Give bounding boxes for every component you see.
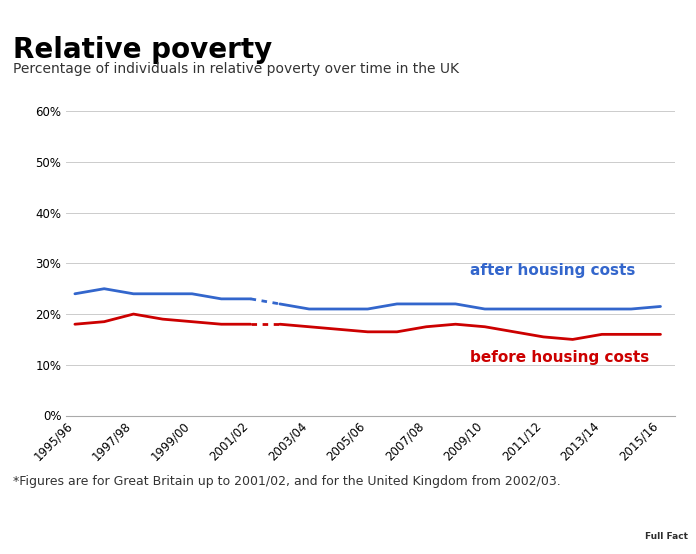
Text: Full Fact: Full Fact — [645, 532, 688, 541]
Text: Source:: Source: — [13, 516, 70, 529]
Polygon shape — [602, 490, 696, 554]
Text: DWP, Households Below Average Income 2015/16, Table 3a: DWP, Households Below Average Income 201… — [63, 516, 464, 529]
Text: after housing costs: after housing costs — [470, 264, 635, 279]
Text: *Figures are for Great Britain up to 2001/02, and for the United Kingdom from 20: *Figures are for Great Britain up to 200… — [13, 475, 560, 488]
Text: Percentage of individuals in relative poverty over time in the UK: Percentage of individuals in relative po… — [13, 62, 459, 76]
Text: Relative poverty: Relative poverty — [13, 36, 271, 64]
Text: before housing costs: before housing costs — [470, 350, 649, 365]
